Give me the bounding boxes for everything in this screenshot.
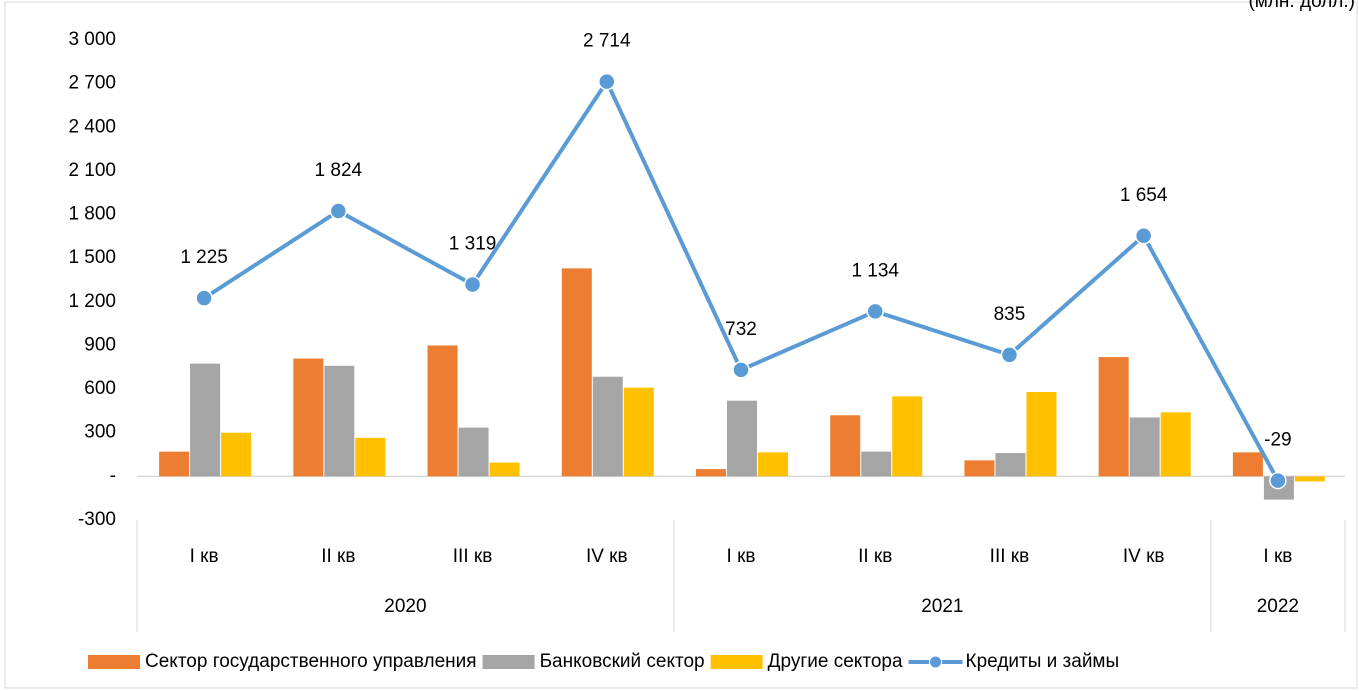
y-tick-label: -	[110, 465, 116, 486]
line-marker	[598, 72, 616, 91]
legend-swatch	[710, 655, 763, 669]
y-tick-label: 2 100	[68, 160, 116, 181]
x-tick-label: IV кв	[586, 546, 628, 567]
data-label: 2 714	[583, 31, 631, 52]
line-marker	[866, 302, 884, 321]
bar	[355, 437, 386, 477]
x-tick-label: III кв	[990, 546, 1030, 567]
data-label: 1 134	[851, 260, 899, 281]
bar	[159, 451, 190, 477]
line-marker	[732, 361, 750, 379]
bar	[995, 453, 1026, 477]
bar	[1160, 412, 1191, 477]
data-label: 1 319	[449, 234, 497, 255]
bar	[221, 432, 252, 477]
bar	[861, 451, 892, 477]
y-tick-label: 2 400	[68, 116, 116, 137]
line-marker	[329, 202, 348, 220]
y-tick-label: 1 500	[68, 247, 116, 268]
legend-label: Банковский сектор	[540, 651, 705, 672]
bar	[696, 469, 726, 477]
bar	[1232, 452, 1263, 477]
x-tick-label: I кв	[1263, 546, 1292, 567]
line-marker	[195, 289, 213, 307]
y-tick-label: 1 200	[68, 291, 116, 312]
bar	[561, 268, 592, 477]
bar	[1129, 417, 1160, 477]
legend-label: Сектор государственного управления	[145, 651, 477, 672]
data-label: 835	[994, 304, 1026, 325]
x-tick-label: I кв	[727, 546, 756, 567]
bar	[489, 462, 520, 477]
bar	[964, 460, 995, 477]
y-tick-label: 300	[84, 422, 116, 443]
bar	[293, 358, 324, 477]
bar	[324, 365, 355, 477]
legend-swatch	[88, 655, 140, 669]
y-tick-label: 3 000	[68, 29, 116, 50]
data-label: 1 824	[315, 160, 363, 181]
x-tick-label: II кв	[858, 546, 892, 567]
data-label: 1 225	[180, 247, 228, 268]
bar	[623, 387, 654, 477]
legend-label: Другие сектора	[768, 651, 903, 672]
x-tick-label: IV кв	[1123, 546, 1165, 567]
group-label: 2021	[921, 596, 963, 617]
y-tick-label: 2 700	[68, 73, 116, 94]
bar	[427, 345, 458, 477]
data-label: 1 654	[1120, 185, 1168, 206]
bar	[892, 396, 923, 477]
x-tick-label: I кв	[190, 546, 219, 567]
legend-swatch	[929, 655, 943, 669]
bar	[830, 415, 861, 477]
y-tick-label: -300	[78, 509, 116, 530]
x-tick-label: III кв	[453, 546, 493, 567]
data-label: 732	[725, 319, 757, 340]
bar	[1026, 392, 1057, 477]
x-tick-label: II кв	[321, 546, 355, 567]
bar	[1098, 357, 1129, 477]
bar	[592, 376, 623, 477]
line-marker	[463, 275, 482, 294]
bar	[190, 363, 221, 477]
bar	[1294, 476, 1325, 482]
bar	[727, 400, 757, 477]
y-tick-label: 900	[84, 334, 116, 355]
bar	[458, 427, 489, 477]
line-marker	[1000, 346, 1019, 364]
chart-border	[4, 1, 1358, 689]
y-tick-label: 1 800	[68, 204, 116, 225]
y-tick-label: 600	[84, 378, 116, 399]
group-label: 2020	[384, 596, 426, 617]
bar	[758, 452, 788, 477]
line-marker	[1134, 227, 1153, 245]
data-label: -29	[1264, 430, 1291, 451]
legend-swatch	[482, 655, 535, 669]
line-marker	[1269, 471, 1287, 490]
legend-label: Кредиты и займы	[966, 651, 1120, 672]
group-label: 2022	[1257, 596, 1299, 617]
unit-note: (млн. долл.)	[1248, 0, 1355, 12]
